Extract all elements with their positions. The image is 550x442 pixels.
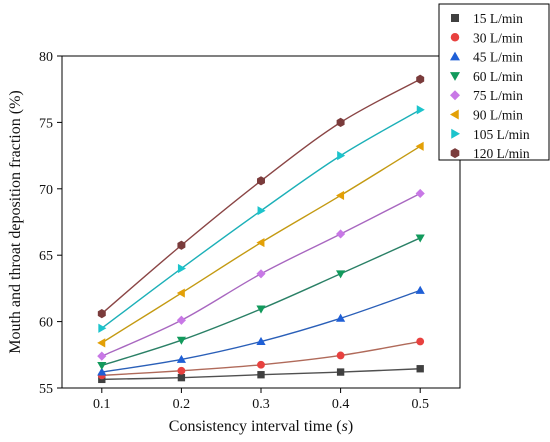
series-markers — [97, 74, 425, 384]
data-point-105-l-min — [257, 206, 266, 216]
data-point-30-l-min — [257, 360, 265, 369]
x-tick-label: 0.2 — [173, 397, 191, 412]
legend-label-60-l-min: 60 L/min — [473, 69, 523, 84]
x-tick-label: 0.1 — [93, 397, 111, 412]
legend-item-45-l-min: 45 L/min — [450, 50, 523, 65]
x-axis-title-close: ) — [348, 418, 353, 435]
legend-label-90-l-min: 90 L/min — [473, 108, 523, 123]
y-axis: 55 60 65 70 75 80 — [39, 50, 62, 397]
data-point-45-l-min — [176, 354, 186, 363]
data-point-60-l-min — [176, 336, 186, 345]
data-point-75-l-min — [256, 269, 266, 279]
data-point-120-l-min — [336, 117, 345, 127]
y-tick-label: 75 — [39, 116, 53, 131]
legend-label-75-l-min: 75 L/min — [473, 88, 523, 103]
data-point-15-l-min — [416, 365, 424, 373]
series-markers-60-l-min — [97, 234, 425, 371]
x-axis-title: Consistency interval time (s) — [169, 418, 353, 435]
plot-area: 0.1 0.2 0.3 0.4 0.5 55 60 65 70 75 80 — [39, 50, 461, 412]
data-point-120-l-min — [257, 176, 265, 186]
data-point-120-l-min — [177, 240, 186, 250]
x-tick-label: 0.5 — [411, 397, 429, 412]
series-line-120-l-min — [101, 78, 421, 315]
data-point-90-l-min — [97, 338, 106, 348]
series-markers-45-l-min — [97, 285, 425, 376]
data-point-75-l-min — [176, 315, 186, 325]
x-axis-title-main: Consistency interval time ( — [169, 418, 342, 435]
data-point-120-l-min — [97, 309, 106, 319]
legend-label-30-l-min: 30 L/min — [473, 30, 523, 45]
legend-label-105-l-min: 105 L/min — [473, 127, 530, 142]
y-tick-label: 60 — [39, 316, 53, 331]
legend-item-105-l-min: 105 L/min — [451, 127, 530, 142]
legend-marker-105-l-min — [451, 128, 460, 139]
data-point-30-l-min — [177, 366, 186, 375]
series-markers-105-l-min — [98, 105, 425, 333]
y-tick-label: 70 — [39, 183, 53, 198]
data-point-60-l-min — [336, 270, 346, 279]
legend-item-15-l-min: 15 L/min — [451, 11, 523, 26]
legend-label-120-l-min: 120 L/min — [473, 146, 530, 161]
x-tick-label: 0.4 — [332, 397, 350, 412]
data-point-90-l-min — [336, 190, 345, 201]
data-point-75-l-min — [97, 351, 107, 361]
legend-marker-15-l-min — [451, 14, 459, 22]
legend-marker-120-l-min — [450, 148, 460, 159]
legend-marker-75-l-min — [450, 90, 460, 101]
y-tick-label: 80 — [39, 50, 53, 65]
data-point-90-l-min — [256, 237, 265, 248]
legend-label-45-l-min: 45 L/min — [473, 50, 523, 65]
data-point-90-l-min — [415, 141, 424, 151]
data-point-90-l-min — [176, 288, 185, 298]
legend-marker-30-l-min — [450, 33, 460, 42]
data-point-45-l-min — [97, 367, 107, 376]
x-axis: 0.1 0.2 0.3 0.4 0.5 — [93, 388, 429, 412]
data-point-45-l-min — [336, 313, 346, 322]
data-point-15-l-min — [336, 368, 345, 376]
legend-label-15-l-min: 15 L/min — [473, 11, 523, 26]
series-markers-15-l-min — [98, 365, 424, 384]
data-point-30-l-min — [336, 351, 345, 360]
series-markers-90-l-min — [97, 141, 424, 348]
data-point-60-l-min — [97, 361, 107, 371]
data-point-15-l-min — [257, 371, 265, 379]
series-line-45-l-min — [101, 289, 421, 373]
legend-marker-45-l-min — [450, 51, 460, 61]
legend-item-120-l-min: 120 L/min — [450, 146, 530, 161]
series-markers-120-l-min — [97, 74, 425, 319]
legend-item-90-l-min: 90 L/min — [450, 108, 523, 123]
legend-item-60-l-min: 60 L/min — [450, 69, 523, 84]
data-point-105-l-min — [416, 105, 425, 115]
data-point-75-l-min — [415, 188, 425, 199]
series-lines — [101, 78, 421, 381]
x-axis-title-variable: s — [342, 418, 348, 435]
data-point-30-l-min — [416, 337, 425, 346]
data-point-105-l-min — [98, 323, 107, 333]
y-tick-label: 55 — [39, 382, 53, 397]
data-point-75-l-min — [336, 229, 346, 239]
series-line-60-l-min — [101, 237, 421, 367]
data-point-60-l-min — [415, 234, 425, 243]
data-point-105-l-min — [337, 151, 346, 161]
data-point-45-l-min — [256, 336, 266, 345]
y-axis-title: Mouth and throat deposition fraction (%) — [7, 90, 24, 354]
y-tick-label: 65 — [39, 249, 53, 264]
legend-marker-90-l-min — [450, 109, 459, 120]
x-tick-label: 0.3 — [252, 397, 270, 412]
data-point-15-l-min — [177, 373, 186, 382]
series-line-105-l-min — [101, 109, 421, 329]
legend-item-75-l-min: 75 L/min — [450, 88, 523, 103]
series-markers-75-l-min — [97, 188, 425, 361]
legend-marker-60-l-min — [450, 72, 460, 81]
legend-item-30-l-min: 30 L/min — [450, 30, 523, 45]
data-point-105-l-min — [177, 263, 186, 274]
data-point-120-l-min — [416, 74, 425, 84]
data-point-60-l-min — [256, 305, 266, 314]
data-point-45-l-min — [415, 285, 425, 294]
legend: 15 L/min 30 L/min 45 L/min 60 L/min 75 L/min… — [438, 3, 550, 161]
